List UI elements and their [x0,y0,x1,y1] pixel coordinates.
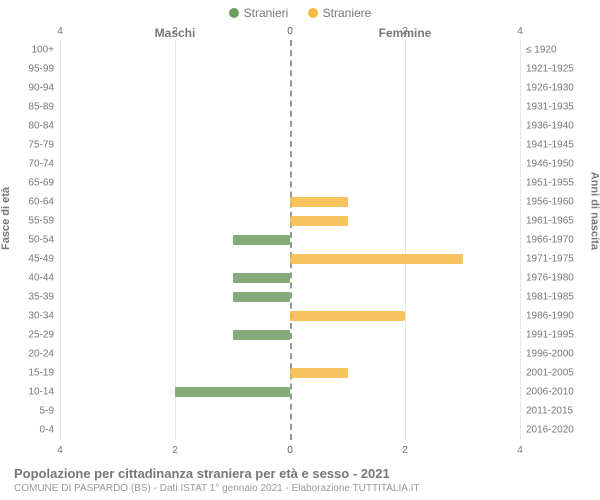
population-pyramid-chart: Stranieri Straniere Fasce di età Anni di… [0,0,600,500]
y-axis-left-title: Fasce di età [0,187,12,250]
x-tick-label: 2 [402,445,408,456]
age-label: 75-79 [28,140,60,151]
birth-year-label: 1981-1985 [520,292,574,303]
birth-year-label: 2001-2005 [520,368,574,379]
age-label: 95-99 [28,64,60,75]
age-row: 60-641956-1960 [60,194,520,210]
bar-male [233,292,291,302]
x-tick-label: 2 [172,445,178,456]
birth-year-label: 1956-1960 [520,197,574,208]
age-row: 45-491971-1975 [60,251,520,267]
age-row: 75-791941-1945 [60,137,520,153]
age-row: 30-341986-1990 [60,308,520,324]
age-label: 45-49 [28,254,60,265]
birth-year-label: 1931-1935 [520,102,574,113]
age-label: 80-84 [28,121,60,132]
age-row: 20-241996-2000 [60,346,520,362]
age-row: 80-841936-1940 [60,118,520,134]
bar-female [290,368,348,378]
age-label: 20-24 [28,349,60,360]
age-label: 35-39 [28,292,60,303]
legend: Stranieri Straniere [0,6,600,21]
age-label: 10-14 [28,387,60,398]
legend-swatch-female [308,8,318,18]
x-tick-label: 0 [287,445,293,456]
birth-year-label: 2011-2015 [520,406,573,417]
age-label: 50-54 [28,235,60,246]
age-row: 0-42016-2020 [60,422,520,438]
bar-female [290,216,348,226]
birth-year-label: 1961-1965 [520,216,574,227]
age-row: 85-891931-1935 [60,99,520,115]
birth-year-label: 1941-1945 [520,140,574,151]
y-axis-right-title: Anni di nascita [588,172,600,250]
age-row: 40-441976-1980 [60,270,520,286]
bar-female [290,197,348,207]
age-label: 0-4 [40,425,60,436]
x-tick-label: 2 [402,26,408,37]
age-row: 90-941926-1930 [60,80,520,96]
age-row: 95-991921-1925 [60,61,520,77]
x-tick-label: 0 [287,26,293,37]
legend-label-male: Stranieri [244,6,289,20]
legend-label-female: Straniere [323,6,372,20]
bar-female [290,254,463,264]
bar-male [233,273,291,283]
age-row: 10-142006-2010 [60,384,520,400]
x-tick-label: 4 [517,26,523,37]
age-row: 70-741946-1950 [60,156,520,172]
birth-year-label: 1971-1975 [520,254,574,265]
age-label: 55-59 [28,216,60,227]
age-row: 55-591961-1965 [60,213,520,229]
plot-area: Maschi Femmine 000022224444100+≤ 192095-… [60,40,520,440]
birth-year-label: ≤ 1920 [520,45,557,56]
chart-title: Popolazione per cittadinanza straniera p… [14,466,586,481]
age-row: 100+≤ 1920 [60,42,520,58]
age-row: 50-541966-1970 [60,232,520,248]
bar-male [233,235,291,245]
age-label: 85-89 [28,102,60,113]
birth-year-label: 1921-1925 [520,64,574,75]
age-label: 5-9 [40,406,60,417]
birth-year-label: 1976-1980 [520,273,574,284]
age-row: 5-92011-2015 [60,403,520,419]
age-row: 25-291991-1995 [60,327,520,343]
age-row: 65-691951-1955 [60,175,520,191]
birth-year-label: 1946-1950 [520,159,574,170]
age-label: 40-44 [28,273,60,284]
chart-subtitle: COMUNE DI PASPARDO (BS) - Dati ISTAT 1° … [14,483,586,494]
age-label: 15-19 [28,368,60,379]
bar-female [290,311,405,321]
bar-male [175,387,290,397]
age-row: 35-391981-1985 [60,289,520,305]
legend-item-female: Straniere [308,6,372,20]
legend-item-male: Stranieri [229,6,289,20]
x-tick-label: 4 [57,26,63,37]
x-tick-label: 4 [57,445,63,456]
birth-year-label: 1996-2000 [520,349,574,360]
age-label: 90-94 [28,83,60,94]
birth-year-label: 1936-1940 [520,121,574,132]
birth-year-label: 2016-2020 [520,425,574,436]
legend-swatch-male [229,8,239,18]
birth-year-label: 2006-2010 [520,387,574,398]
birth-year-label: 1926-1930 [520,83,574,94]
age-label: 60-64 [28,197,60,208]
birth-year-label: 1986-1990 [520,311,574,322]
birth-year-label: 1966-1970 [520,235,574,246]
age-label: 65-69 [28,178,60,189]
bar-male [233,330,291,340]
age-label: 25-29 [28,330,60,341]
age-label: 70-74 [28,159,60,170]
x-tick-label: 4 [517,445,523,456]
birth-year-label: 1951-1955 [520,178,574,189]
x-tick-label: 2 [172,26,178,37]
age-row: 15-192001-2005 [60,365,520,381]
birth-year-label: 1991-1995 [520,330,574,341]
age-label: 30-34 [28,311,60,322]
age-label: 100+ [31,45,60,56]
chart-footer: Popolazione per cittadinanza straniera p… [14,466,586,494]
